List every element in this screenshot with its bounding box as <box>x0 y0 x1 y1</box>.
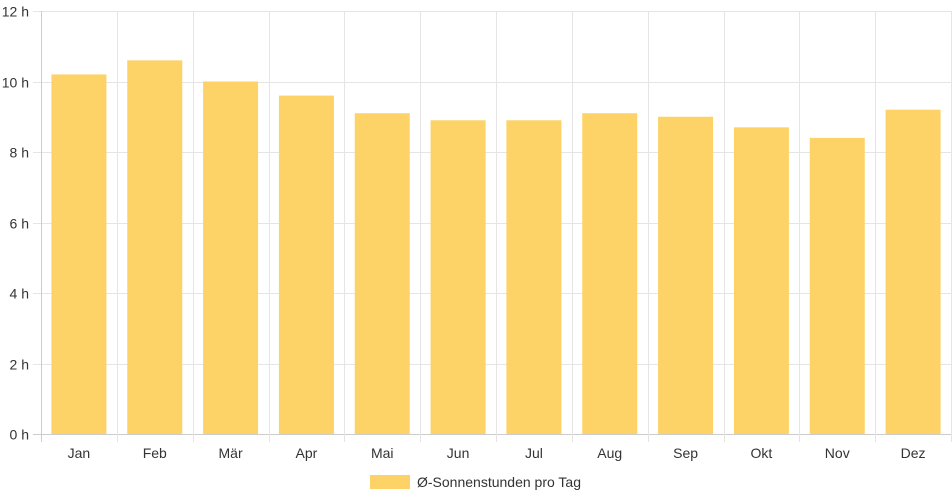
x-tick-label: Mär <box>219 445 243 461</box>
bar-okt[interactable] <box>733 127 789 434</box>
x-tick-label: Okt <box>751 445 773 461</box>
x-tick-label: Feb <box>143 445 167 461</box>
bar-apr[interactable] <box>278 95 334 434</box>
y-tick-label: 6 h <box>10 216 29 232</box>
bar-mär[interactable] <box>203 81 259 435</box>
bar-jan[interactable] <box>51 74 107 434</box>
x-tick-label: Mai <box>371 445 394 461</box>
bar-aug[interactable] <box>582 113 638 434</box>
legend-label[interactable]: Ø-Sonnenstunden pro Tag <box>417 474 581 490</box>
y-tick-label: 12 h <box>2 4 29 20</box>
x-tick-label: Sep <box>673 445 698 461</box>
bar-sep[interactable] <box>658 116 714 434</box>
x-tick-label: Aug <box>597 445 622 461</box>
y-axis-ticks: 0 h 2 h 4 h 6 h 8 h 10 h 12 h <box>2 4 29 443</box>
legend-swatch[interactable] <box>370 475 410 489</box>
bars <box>51 60 941 435</box>
x-tick-label: Jan <box>68 445 91 461</box>
legend[interactable]: Ø-Sonnenstunden pro Tag <box>370 474 581 490</box>
y-tick-label: 2 h <box>10 357 29 373</box>
y-tick-label: 4 h <box>10 286 29 302</box>
x-tick-label: Jul <box>525 445 543 461</box>
x-axis-ticks: Jan Feb Mär Apr Mai Jun Jul Aug Sep Okt Nov Dez <box>68 445 926 461</box>
y-tick-label: 10 h <box>2 75 29 91</box>
bar-dez[interactable] <box>885 109 941 434</box>
grid-lines <box>33 11 952 442</box>
x-tick-label: Apr <box>296 445 318 461</box>
bar-feb[interactable] <box>127 60 183 434</box>
x-tick-label: Dez <box>901 445 926 461</box>
bar-mai[interactable] <box>354 113 410 434</box>
x-tick-label: Jun <box>447 445 470 461</box>
bar-jul[interactable] <box>506 120 562 435</box>
bar-jun[interactable] <box>430 120 486 435</box>
bar-nov[interactable] <box>809 137 865 434</box>
y-tick-label: 0 h <box>10 427 29 443</box>
x-tick-label: Nov <box>825 445 850 461</box>
y-tick-label: 8 h <box>10 145 29 161</box>
